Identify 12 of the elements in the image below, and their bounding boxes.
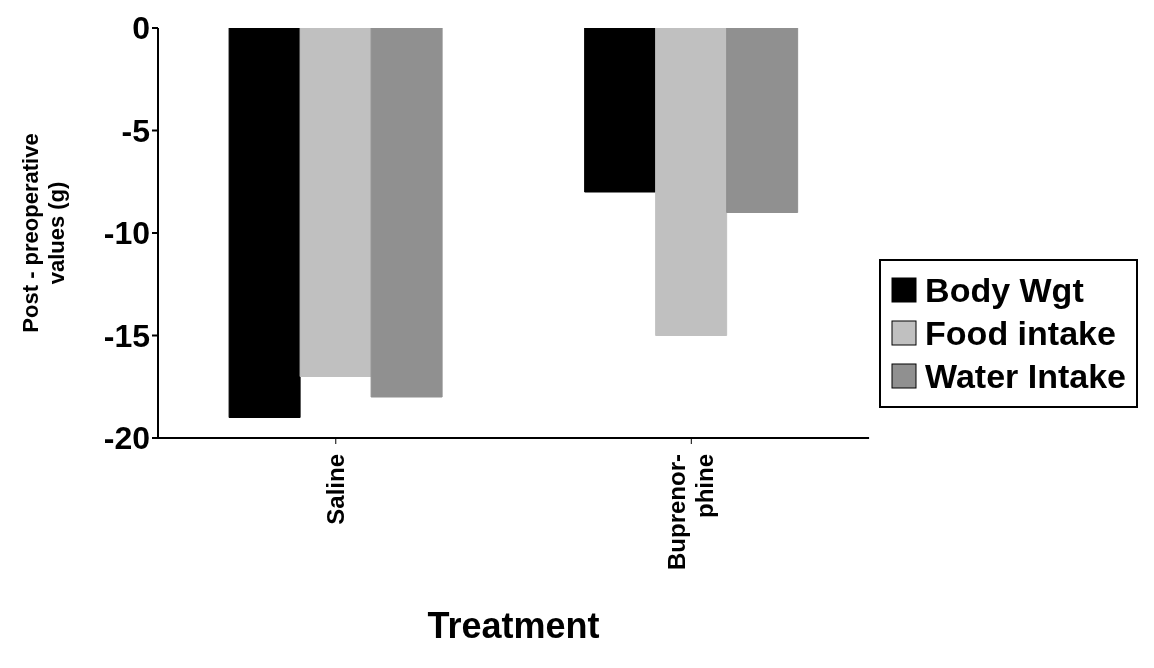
legend-label: Water Intake	[925, 356, 1126, 396]
y-tick-label: -5	[121, 112, 150, 149]
x-axis-title: Treatment	[427, 605, 600, 646]
legend-label: Food intake	[925, 313, 1116, 353]
y-tick-label: -10	[103, 215, 150, 252]
x-tick-label: Saline	[321, 454, 349, 525]
y-axis-title: Post - preoperative values (g)	[18, 133, 69, 333]
x-tick-label: Buprenor-phine	[663, 454, 719, 570]
legend-label: Body Wgt	[925, 270, 1084, 310]
y-tick-label: 0	[132, 10, 150, 47]
y-tick-label: -20	[103, 420, 150, 457]
y-tick-label: -15	[103, 317, 150, 354]
